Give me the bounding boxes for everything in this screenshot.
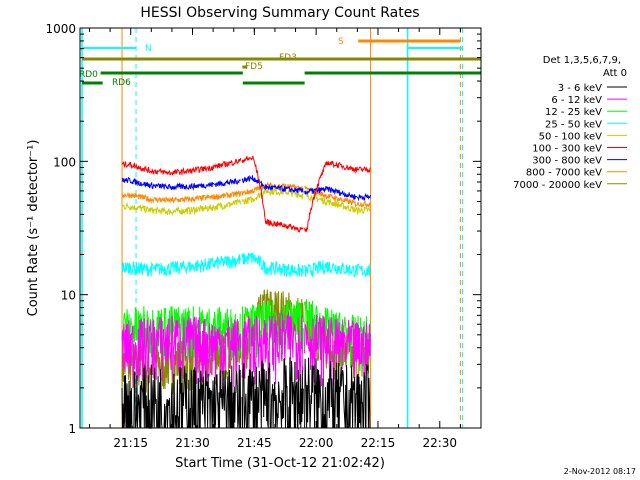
- annotation-label-rd0: RD0: [79, 70, 98, 80]
- legend-header-1: Det 1,3,5,6,7,9,: [543, 55, 621, 66]
- x-tick-label-3: 22:00: [299, 436, 334, 450]
- series-line-5: [121, 155, 371, 233]
- plot-frame: [79, 27, 482, 429]
- legend-label-2: 12 - 25 keV: [545, 107, 602, 118]
- annotation-label-fd5: FD5: [245, 62, 263, 72]
- annotation-label-rd6: RD6: [112, 78, 131, 88]
- legend-label-0: 3 - 6 keV: [558, 83, 602, 94]
- timestamp: 2-Nov-2012 08:17: [564, 467, 636, 476]
- chart-title: HESSI Observing Summary Count Rates: [140, 5, 419, 21]
- legend-header-2: Att 0: [603, 68, 627, 79]
- legend-label-7: 800 - 7000 keV: [526, 168, 602, 179]
- y-tick-label-3: 1000: [45, 22, 76, 36]
- y-axis-label: Count Rate (s⁻¹ detector⁻¹): [26, 140, 41, 317]
- series-line-3: [121, 252, 371, 279]
- legend-label-1: 6 - 12 keV: [551, 95, 602, 106]
- y-tick-label-0: 1: [68, 422, 76, 436]
- series-line-6: [121, 174, 371, 202]
- y-tick-label-2: 100: [53, 155, 76, 169]
- x-tick-label-1: 21:30: [175, 436, 210, 450]
- y-tick-label-1: 10: [61, 289, 76, 303]
- x-tick-label-0: 21:15: [113, 436, 148, 450]
- x-tick-label-4: 22:15: [361, 436, 396, 450]
- legend-label-5: 100 - 300 keV: [532, 144, 602, 155]
- legend-label-4: 50 - 100 keV: [539, 131, 603, 142]
- x-tick-label-2: 21:45: [237, 436, 272, 450]
- legend-label-6: 300 - 800 keV: [532, 156, 602, 167]
- x-axis-label: Start Time (31-Oct-12 21:02:42): [175, 456, 385, 471]
- x-tick-label-5: 22:30: [422, 436, 457, 450]
- annotation-label-s: S: [338, 37, 344, 47]
- annotation-label-fd3: FD3: [279, 53, 297, 63]
- legend-label-3: 25 - 50 keV: [545, 119, 602, 130]
- annotation-label-n: N: [145, 44, 152, 54]
- legend-label-8: 7000 - 20000 keV: [513, 180, 602, 191]
